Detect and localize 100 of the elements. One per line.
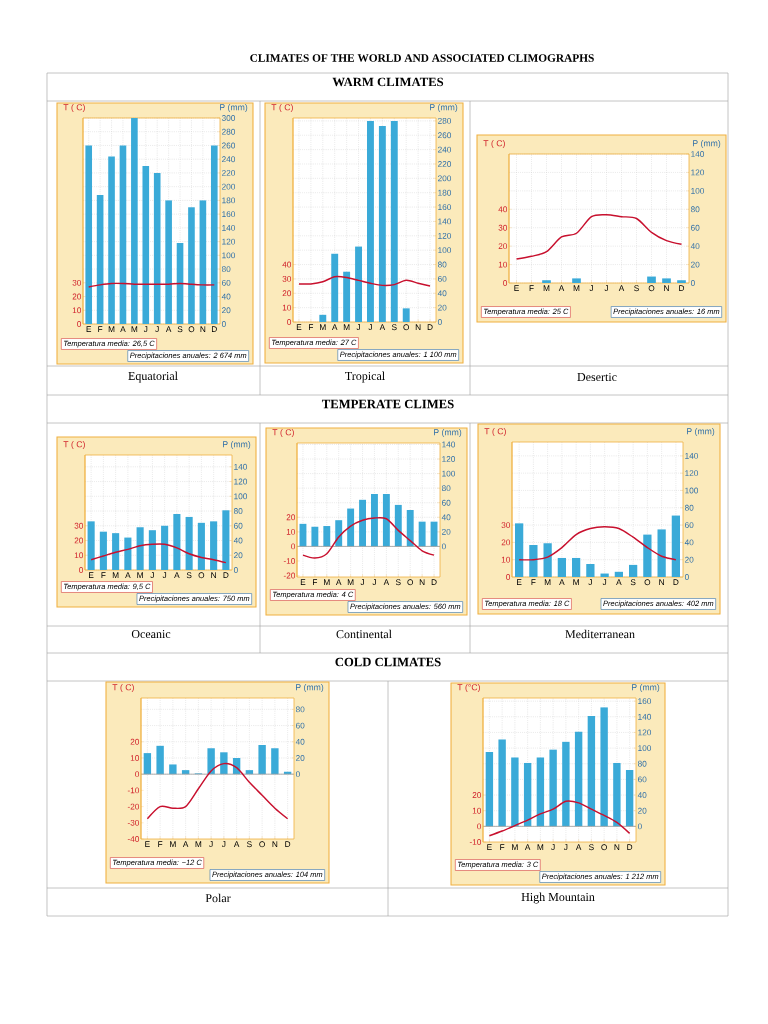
y2-tick-label: 40 [437, 290, 447, 297]
x-tick-label: D [223, 572, 229, 578]
line-series [515, 214, 683, 260]
bar [382, 493, 390, 547]
y-tick-label: -40 [127, 836, 140, 842]
y-tick-label: 10 [501, 556, 511, 563]
x-tick-label: M [347, 579, 354, 585]
y2-tick-label: 0 [690, 280, 695, 286]
x-tick-label: N [200, 326, 206, 332]
x-tick-label: A [618, 285, 625, 291]
y2-tick-label: 20 [296, 755, 305, 761]
x-tick-label: M [343, 324, 350, 330]
bar [169, 764, 177, 775]
y-tick-label: 20 [498, 243, 508, 250]
x-tick-label: J [372, 579, 376, 586]
y-axis-title: T ( C) [271, 103, 293, 113]
x-tick-label: M [324, 579, 330, 585]
x-tick-label: F [500, 844, 505, 850]
x-tick-label: M [170, 841, 176, 847]
x-tick-label: A [383, 579, 390, 585]
bar [485, 752, 494, 827]
x-tick-label: M [512, 844, 518, 850]
y2-tick-label: 40 [684, 539, 694, 546]
y2-tick-label: 20 [638, 807, 647, 814]
y2-tick-label: 120 [234, 478, 248, 485]
line-series [298, 275, 431, 287]
y2-tick-label: 40 [637, 792, 647, 798]
x-tick-label: J [551, 844, 555, 851]
y-tick-label: 30 [72, 279, 82, 286]
y2-axis-title: P (mm) [430, 103, 458, 113]
bar [562, 741, 570, 827]
y-tick-label: 0 [477, 823, 482, 830]
y-tick-label: 30 [74, 522, 84, 529]
text: Polar [205, 893, 231, 903]
y2-tick-label: 20 [234, 552, 243, 559]
bar [108, 156, 115, 324]
y-tick-label: 20 [130, 738, 140, 745]
y-tick-label: 20 [501, 539, 511, 546]
y2-tick-label: 300 [221, 115, 236, 121]
y2-tick-label: 0 [221, 321, 226, 327]
bar [394, 504, 402, 547]
bar [643, 534, 652, 577]
x-tick-label: J [563, 844, 568, 851]
y2-tick-label: 100 [438, 247, 452, 254]
y2-axis-title: P (mm) [220, 103, 248, 113]
y2-tick-label: 240 [222, 156, 236, 163]
x-tick-label: E [296, 324, 302, 330]
bar [142, 166, 150, 324]
x-tick-label: F [313, 579, 318, 585]
x-tick-label: S [630, 579, 636, 586]
bar [220, 752, 228, 775]
y2-tick-label: 260 [222, 142, 236, 149]
y2-tick-label: 120 [685, 470, 699, 477]
y2-tick-label: 120 [222, 238, 236, 245]
y2-tick-label: 100 [691, 187, 705, 194]
x-tick-label: A [182, 841, 189, 847]
bar [173, 513, 181, 570]
bar [378, 125, 386, 322]
x-tick-label: E [86, 326, 92, 332]
text: Equatorial [128, 371, 178, 383]
x-tick-label: S [247, 841, 252, 848]
x-tick-label: J [221, 841, 226, 848]
y2-tick-label: 140 [442, 441, 456, 448]
x-tick-label: N [211, 572, 216, 578]
x-tick-label: D [211, 326, 217, 332]
bar [371, 493, 378, 547]
y2-tick-label: 60 [638, 776, 647, 783]
y2-tick-label: 40 [221, 293, 231, 300]
bar [536, 757, 545, 827]
x-tick-label: M [573, 579, 579, 585]
bar [222, 510, 230, 570]
x-tick-label: J [155, 326, 159, 333]
bar [557, 557, 567, 577]
y2-tick-label: 280 [222, 128, 236, 135]
y2-tick-label: 140 [234, 463, 248, 470]
x-tick-label: A [165, 326, 172, 332]
bar [136, 527, 144, 570]
line-series [90, 543, 227, 564]
x-tick-label: O [198, 572, 205, 579]
bar [657, 529, 666, 577]
x-tick-label: O [407, 579, 414, 586]
text: Mediterranean [565, 629, 635, 639]
x-tick-label: E [89, 572, 94, 578]
bar [112, 533, 120, 570]
y2-tick-label: 160 [438, 204, 452, 210]
y-tick-label: 30 [282, 275, 292, 282]
y2-tick-label: 120 [638, 729, 652, 736]
y2-tick-label: 40 [690, 243, 700, 250]
y2-tick-label: 80 [233, 508, 243, 514]
x-tick-label: D [431, 579, 437, 585]
bar [156, 745, 164, 775]
y-tick-label: 10 [498, 261, 508, 268]
bar [571, 557, 581, 577]
bar [600, 707, 608, 827]
x-tick-label: M [131, 326, 138, 332]
y2-tick-label: 140 [638, 713, 652, 720]
x-tick-label: O [259, 841, 265, 848]
text: WARM CLIMATES [332, 77, 444, 87]
y-axis-title: T ( C) [272, 428, 294, 438]
y-tick-label: 20 [74, 537, 84, 544]
